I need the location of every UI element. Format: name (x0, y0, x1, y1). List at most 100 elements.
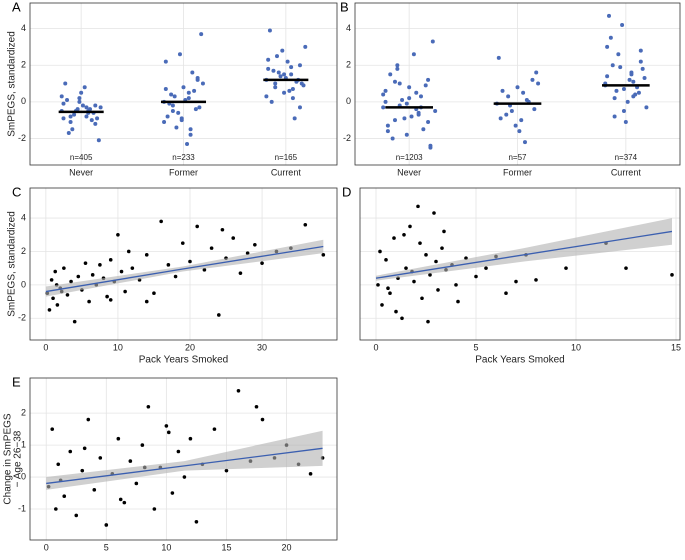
point (402, 233, 406, 237)
point (173, 94, 177, 98)
point (280, 49, 284, 53)
point (506, 94, 510, 98)
point (279, 74, 283, 78)
point (381, 93, 385, 97)
point (69, 120, 73, 124)
point (61, 116, 65, 120)
x-tick-label: 10 (161, 542, 171, 552)
point (73, 320, 77, 324)
point (76, 275, 80, 279)
point (378, 250, 382, 254)
point (176, 111, 180, 115)
point (277, 71, 281, 75)
point (104, 523, 108, 527)
point (644, 105, 648, 109)
point (454, 283, 458, 287)
point (83, 446, 87, 450)
point (50, 278, 54, 282)
point (395, 67, 399, 71)
point (639, 49, 643, 53)
point (298, 63, 302, 67)
point (626, 100, 630, 104)
point (217, 313, 221, 317)
point (393, 80, 397, 84)
point (384, 258, 388, 262)
point (237, 389, 241, 393)
point (643, 76, 647, 80)
panel-letter: A (12, 0, 21, 14)
point (407, 85, 411, 89)
point (271, 69, 275, 73)
count-label: n=405 (70, 153, 93, 162)
point (388, 72, 392, 76)
point (534, 71, 538, 75)
point (164, 87, 168, 91)
point (510, 109, 514, 113)
point (412, 52, 416, 56)
point (639, 60, 643, 64)
count-label: n=233 (172, 153, 195, 162)
point (196, 76, 200, 80)
point (298, 105, 302, 109)
point (497, 56, 501, 60)
point (419, 94, 423, 98)
point (260, 261, 264, 265)
point (607, 14, 611, 18)
point (116, 233, 120, 237)
point (123, 290, 127, 294)
point (190, 71, 194, 75)
point (119, 498, 123, 502)
point (147, 405, 151, 409)
point (400, 316, 404, 320)
point (499, 116, 503, 120)
point (384, 100, 388, 104)
x-tick-label: 20 (282, 542, 292, 552)
point (620, 23, 624, 27)
point (436, 288, 440, 292)
point (56, 462, 60, 466)
point (145, 253, 149, 257)
point (394, 310, 398, 314)
y-tick-label: 0 (21, 96, 26, 106)
point (282, 72, 286, 76)
point (77, 96, 81, 100)
point (77, 100, 81, 104)
point (70, 127, 74, 131)
point (174, 125, 178, 129)
point (410, 114, 414, 118)
point (60, 94, 64, 98)
point (86, 418, 90, 422)
point (84, 261, 88, 265)
plot-area (360, 188, 680, 340)
point (187, 96, 191, 100)
point (605, 74, 609, 78)
point (613, 96, 617, 100)
point (431, 39, 435, 43)
point (152, 291, 156, 295)
point (188, 260, 192, 264)
point (641, 67, 645, 71)
point (287, 89, 291, 93)
point (628, 78, 632, 82)
x-tick-label: 5 (104, 542, 109, 552)
x-tick-label: Current (611, 167, 642, 177)
y-tick-label: 4 (21, 212, 26, 222)
point (180, 116, 184, 120)
point (624, 120, 628, 124)
point (440, 246, 444, 250)
panel-letter: C (12, 184, 21, 199)
point (517, 129, 521, 133)
point (177, 450, 181, 454)
y-tick-label: 2 (21, 60, 26, 70)
panel-letter: D (342, 184, 351, 199)
point (231, 236, 235, 240)
x-tick-label: 0 (43, 342, 48, 352)
point (420, 296, 424, 300)
point (84, 105, 88, 109)
x-tick-label: Current (271, 167, 302, 177)
point (426, 120, 430, 124)
point (197, 105, 201, 109)
point (65, 98, 69, 102)
